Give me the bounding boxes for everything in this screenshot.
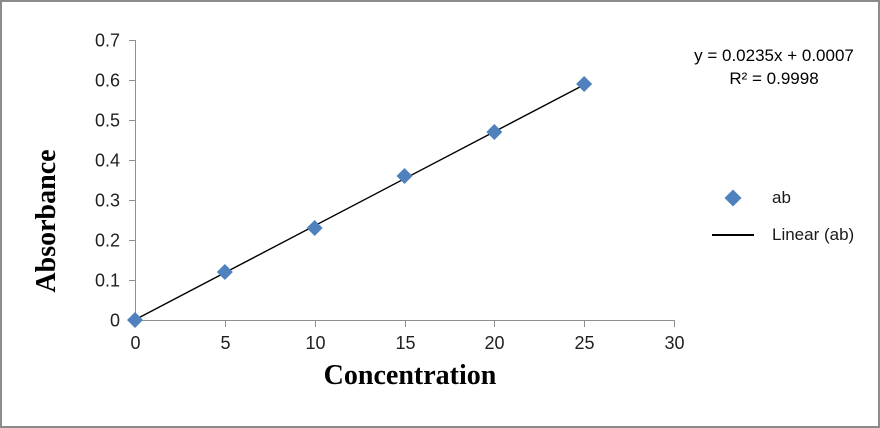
data-point xyxy=(486,124,503,140)
x-tick-label: 15 xyxy=(395,333,415,353)
legend-item-linear-ab: Linear (ab) xyxy=(702,222,854,248)
legend-label-linear-ab: Linear (ab) xyxy=(772,225,855,244)
r-squared-text: R² = 0.9998 xyxy=(729,69,819,88)
x-tick-label: 30 xyxy=(664,333,684,353)
y-tick-label: 0.6 xyxy=(95,71,120,91)
y-tick-label: 0.4 xyxy=(95,151,120,171)
y-tick-label: 0 xyxy=(110,311,120,331)
legend-swatch xyxy=(702,234,764,236)
x-tick-label: 5 xyxy=(220,333,230,353)
trendline-icon xyxy=(712,234,754,236)
diamond-marker-icon xyxy=(724,189,742,207)
data-point xyxy=(396,168,413,184)
x-tick-label: 10 xyxy=(305,333,325,353)
y-tick-label: 0.1 xyxy=(95,271,120,291)
data-point xyxy=(576,76,593,92)
trendline-equation-annotation: y = 0.0235x + 0.0007 R² = 0.9998 xyxy=(654,44,878,90)
y-tick-label: 0.2 xyxy=(95,231,120,251)
equation-text: y = 0.0235x + 0.0007 xyxy=(694,46,854,65)
legend-swatch xyxy=(702,189,764,207)
x-tick-label: 25 xyxy=(574,333,594,353)
data-series-ab xyxy=(127,76,593,328)
legend-label-ab: ab xyxy=(772,188,791,207)
data-point xyxy=(306,220,323,236)
axes xyxy=(129,40,675,327)
y-tick-label: 0.5 xyxy=(95,111,120,131)
data-point xyxy=(127,312,143,328)
y-tick-label: 0.7 xyxy=(95,31,120,51)
y-tick-label: 0.3 xyxy=(95,191,120,211)
data-point xyxy=(216,264,233,280)
y-axis-title: Absorbance xyxy=(31,149,62,293)
x-axis-title: Concentration xyxy=(323,360,497,391)
tick-labels: 0 0.1 0.2 0.3 0.4 0.5 0.6 0.7 0 5 10 15 20 25 30 xyxy=(95,31,685,354)
x-tick-label: 0 xyxy=(130,333,140,353)
x-tick-label: 20 xyxy=(484,333,504,353)
legend-item-ab: ab xyxy=(702,185,791,211)
trendline xyxy=(134,84,585,321)
